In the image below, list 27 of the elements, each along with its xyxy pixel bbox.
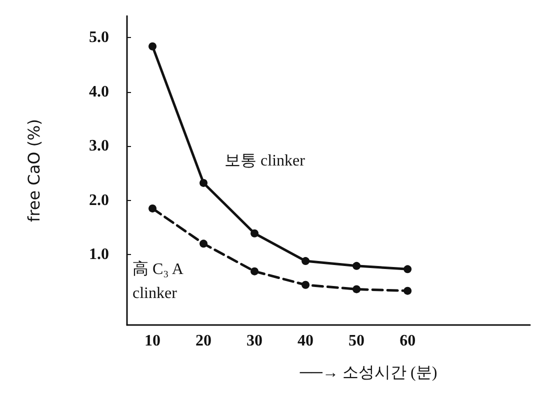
point	[200, 178, 208, 187]
x-tick-label: 50	[348, 332, 365, 350]
point	[148, 204, 157, 212]
point	[302, 257, 310, 266]
point	[302, 280, 310, 289]
point	[250, 229, 259, 238]
x-axis-title: ──→ 소성시간 (분)	[298, 364, 438, 382]
point	[352, 285, 361, 294]
y-tick-label: 1.0	[89, 246, 109, 264]
point	[352, 262, 361, 270]
x-tick-label: 40	[298, 332, 314, 350]
point	[404, 265, 412, 274]
point	[200, 240, 208, 248]
y-tick-label: 5.0	[89, 29, 109, 46]
point	[404, 286, 412, 295]
x-tick-label: 20	[196, 332, 212, 350]
series-label: 高 C₃ A clinker	[132, 260, 184, 302]
point	[148, 42, 157, 50]
y-axis-title: free CaO (%)	[24, 119, 44, 222]
y-tick-label: 2.0	[89, 192, 109, 209]
x-tick-label: 10	[144, 332, 161, 350]
y-tick-label: 4.0	[89, 83, 109, 100]
x-tick-label: 30	[246, 332, 263, 350]
series-label: 보통 clinker	[224, 152, 306, 170]
y-tick-label: 3.0	[89, 138, 109, 155]
x-tick-label: 60	[400, 332, 416, 350]
point	[250, 267, 259, 276]
